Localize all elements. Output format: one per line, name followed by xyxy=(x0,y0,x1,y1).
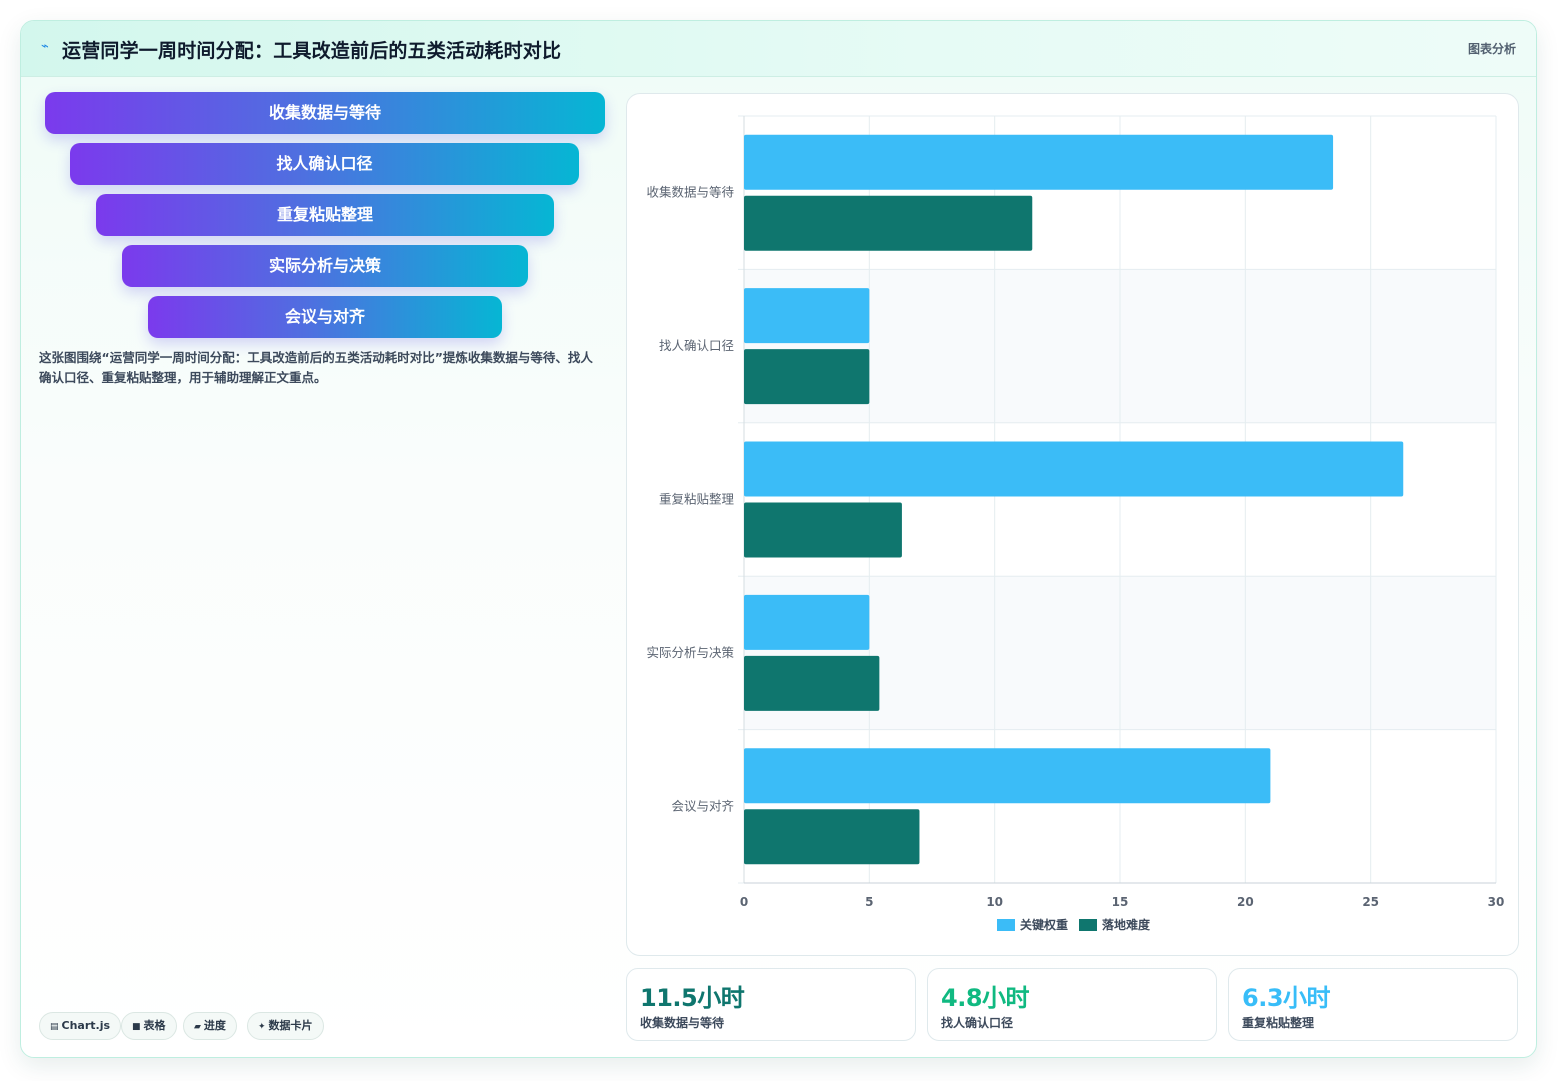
stat-card: 11.5小时 收集数据与等待 xyxy=(626,968,916,1041)
y-tick-label: 重复粘贴整理 xyxy=(659,492,735,507)
progress-icon: ▰ xyxy=(194,1022,201,1032)
funnel-item: 收集数据与等待 xyxy=(45,92,605,134)
stat-label: 找人确认口径 xyxy=(941,1016,1014,1030)
x-tick-label: 15 xyxy=(1112,895,1129,909)
funnel-item: 实际分析与决策 xyxy=(122,245,528,287)
chip-data-card[interactable]: ✦ 数据卡片 xyxy=(247,1012,324,1040)
x-tick-label: 30 xyxy=(1488,895,1505,909)
x-tick-label: 0 xyxy=(740,895,748,909)
chart-panel: 收集数据与等待找人确认口径 重复粘贴整理实际分析与决策会议与对齐 0 5 10 15 20 2… xyxy=(626,93,1519,956)
stat-value: 11.5小时 xyxy=(640,984,745,1012)
funnel-item: 找人确认口径 xyxy=(70,143,579,185)
bar xyxy=(744,195,1033,251)
bar xyxy=(744,655,880,711)
bar xyxy=(744,809,920,865)
x-tick-label: 20 xyxy=(1237,895,1254,909)
sparkle-icon: ✦ xyxy=(258,1022,266,1032)
chart-icon: ▤ xyxy=(50,1022,59,1032)
stat-label: 收集数据与等待 xyxy=(640,1016,725,1030)
page-title: 运营同学一周时间分配：工具改造前后的五类活动耗时对比 xyxy=(62,40,562,62)
y-tick-label: 找人确认口径 xyxy=(659,338,734,353)
bar xyxy=(744,441,1404,497)
legend-label: 关键权重 xyxy=(1020,917,1068,932)
y-tick-label: 实际分析与决策 xyxy=(646,645,734,660)
stat-card: 6.3小时 重复粘贴整理 xyxy=(1228,968,1518,1041)
chip-progress[interactable]: ▰ 进度 xyxy=(183,1012,237,1040)
stat-card: 4.8小时 找人确认口径 xyxy=(927,968,1217,1041)
bar xyxy=(744,748,1271,804)
bar xyxy=(744,502,902,558)
x-tick-label: 5 xyxy=(865,895,873,909)
legend-swatch xyxy=(1079,919,1097,931)
legend-swatch xyxy=(997,919,1015,931)
funnel-item: 会议与对齐 xyxy=(148,296,502,338)
y-tick-label: 会议与对齐 xyxy=(671,798,734,813)
table-icon: ■ xyxy=(132,1022,141,1032)
card-header: ⌁ 运营同学一周时间分配：工具改造前后的五类活动耗时对比 图表分析 xyxy=(21,21,1536,77)
chart-card: ⌁ 运营同学一周时间分配：工具改造前后的五类活动耗时对比 图表分析 收集数据与等… xyxy=(20,20,1537,1058)
bar xyxy=(744,134,1334,190)
stat-label: 重复粘贴整理 xyxy=(1242,1016,1315,1030)
stat-value: 4.8小时 xyxy=(941,984,1030,1012)
sparkline-icon: ⌁ xyxy=(41,39,49,54)
x-tick-label: 10 xyxy=(986,895,1003,909)
chart-description: 这张图围绕“运营同学一周时间分配：工具改造前后的五类活动耗时对比”提炼收集数据与… xyxy=(39,350,593,385)
x-tick-label: 25 xyxy=(1362,895,1379,909)
legend-label: 落地难度 xyxy=(1102,917,1151,932)
bar xyxy=(744,288,870,344)
y-tick-label: 收集数据与等待 xyxy=(646,185,734,200)
chart-analysis-tag: 图表分析 xyxy=(1467,42,1516,56)
bar xyxy=(744,594,870,650)
chip-chartjs[interactable]: ▤ Chart.js xyxy=(39,1012,122,1040)
stat-value: 6.3小时 xyxy=(1242,984,1331,1012)
chip-table[interactable]: ■ 表格 xyxy=(121,1012,177,1040)
bar xyxy=(744,349,870,405)
funnel-item: 重复粘贴整理 xyxy=(96,194,554,236)
